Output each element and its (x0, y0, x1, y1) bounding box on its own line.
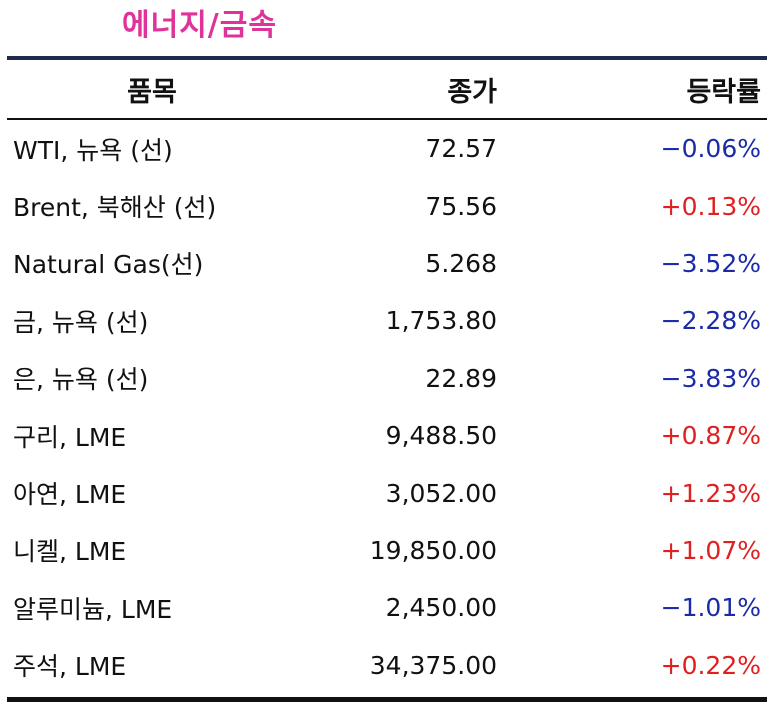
table-row: 은, 뉴욕 (선) 22.89 −3.83% (7, 350, 767, 407)
table-row: 금, 뉴욕 (선) 1,753.80 −2.28% (7, 292, 767, 349)
table-row: 니켈, LME 19,850.00 +1.07% (7, 522, 767, 579)
row-change: +0.87% (660, 421, 761, 451)
table-header: 품목 종가 등락률 (7, 60, 767, 120)
row-name: 니켈, LME (13, 537, 127, 567)
row-name: 아연, LME (13, 480, 127, 510)
row-close: 34,375.00 (369, 650, 497, 680)
row-change: −3.52% (660, 248, 761, 278)
row-name: 알루미늄, LME (13, 594, 173, 624)
row-close: 1,753.80 (385, 306, 497, 336)
row-close: 5.268 (425, 248, 497, 278)
row-change: −0.06% (660, 134, 761, 164)
table-top-rule (7, 56, 767, 60)
row-name: 금, 뉴욕 (선) (13, 307, 149, 337)
row-close: 22.89 (425, 363, 497, 393)
table-row: Brent, 북해산 (선) 75.56 +0.13% (7, 177, 767, 234)
row-change: −2.28% (660, 306, 761, 336)
row-close: 72.57 (425, 134, 497, 164)
row-change: +0.22% (660, 650, 761, 680)
row-close: 9,488.50 (385, 421, 497, 451)
row-name: 구리, LME (13, 422, 127, 452)
row-name: Natural Gas(선) (13, 250, 204, 280)
table-row: Natural Gas(선) 5.268 −3.52% (7, 235, 767, 292)
row-change: +1.07% (660, 535, 761, 565)
row-close: 75.56 (425, 191, 497, 221)
header-change: 등락률 (686, 76, 761, 108)
row-change: −3.83% (660, 363, 761, 393)
header-name: 품목 (127, 76, 177, 108)
table-row: 주석, LME 34,375.00 +0.22% (7, 637, 767, 694)
row-name: 은, 뉴욕 (선) (13, 365, 149, 395)
row-name: WTI, 뉴욕 (선) (13, 135, 173, 165)
row-close: 19,850.00 (369, 535, 497, 565)
row-close: 2,450.00 (385, 593, 497, 623)
row-change: +1.23% (660, 478, 761, 508)
row-name: Brent, 북해산 (선) (13, 193, 217, 223)
row-close: 3,052.00 (385, 478, 497, 508)
row-change: +0.13% (660, 191, 761, 221)
table-row: 아연, LME 3,052.00 +1.23% (7, 464, 767, 521)
table-row: 구리, LME 9,488.50 +0.87% (7, 407, 767, 464)
row-change: −1.01% (660, 593, 761, 623)
row-name: 주석, LME (13, 652, 127, 682)
header-close: 종가 (447, 76, 497, 108)
table-row: WTI, 뉴욕 (선) 72.57 −0.06% (7, 120, 767, 177)
commodity-table: 품목 종가 등락률 WTI, 뉴욕 (선) 72.57 −0.06% Brent… (7, 56, 767, 702)
table-row: 알루미늄, LME 2,450.00 −1.01% (7, 579, 767, 636)
table-bottom-rule (7, 696, 767, 702)
page-title: 에너지/금속 (122, 8, 277, 43)
